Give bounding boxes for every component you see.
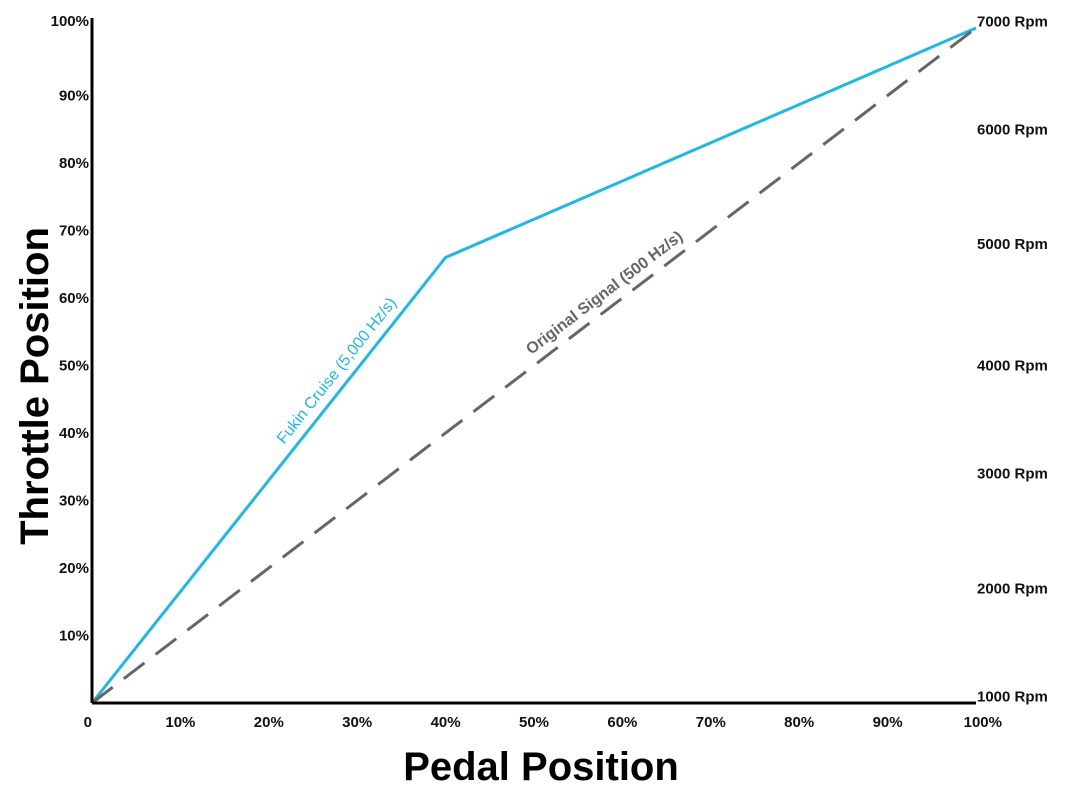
series-layer [90,26,977,705]
rpm-tick-label: 3000 Rpm [977,466,1048,483]
rpm-tick-labels: 1000 Rpm 2000 Rpm 3000 Rpm 4000 Rpm 5000 Rpm… [977,13,1048,705]
rpm-tick-label: 7000 Rpm [977,13,1048,30]
y-tick-label: 70% [59,223,89,240]
series-labels: Fukin Cruise (5,000 Hz/s) Original Signal… [274,228,686,447]
rpm-tick-label: 5000 Rpm [977,236,1048,253]
axis-layer [90,18,976,705]
y-tick-label: 20% [59,560,89,577]
y-tick-label: 90% [59,88,89,105]
series-label-1: Fukin Cruise (5,000 Hz/s) [274,295,400,448]
x-tick-labels: 0 10% 20% 30% 40% 50% 60% 70% 80% 90% 100% [84,714,1002,731]
x-tick-label: 90% [873,714,903,731]
x-tick-label: 80% [784,714,814,731]
y-tick-labels: 10% 20% 30% 40% 50% 60% 70% 80% 90% 100% [51,13,89,645]
y-tick-label: 100% [51,13,89,30]
x-tick-label: 20% [254,714,284,731]
y-tick-label: 60% [59,290,89,307]
x-tick-label: 50% [519,714,549,731]
x-axis-title: Pedal Position [403,745,679,789]
y-tick-label: 50% [59,358,89,375]
x-tick-label: 0 [84,714,92,731]
series-line-2 [91,26,977,705]
rpm-tick-label: 2000 Rpm [977,580,1048,597]
x-tick-label: 30% [342,714,372,731]
y-tick-label: 30% [59,493,89,510]
y-tick-label: 80% [59,155,89,172]
series-line-1 [90,26,977,704]
y-axis-title: Throttle Position [13,227,57,545]
y-tick-label: 40% [59,425,89,442]
x-tick-label: 10% [165,714,195,731]
x-tick-label: 70% [696,714,726,731]
y-tick-label: 10% [59,628,89,645]
series-label-2: Original Signal (500 Hz/s) [523,228,686,358]
x-tick-label: 60% [607,714,637,731]
rpm-tick-label: 1000 Rpm [977,688,1048,705]
rpm-tick-label: 4000 Rpm [977,358,1048,375]
x-tick-label: 40% [431,714,461,731]
x-tick-label: 100% [964,714,1002,731]
rpm-tick-label: 6000 Rpm [977,121,1048,138]
